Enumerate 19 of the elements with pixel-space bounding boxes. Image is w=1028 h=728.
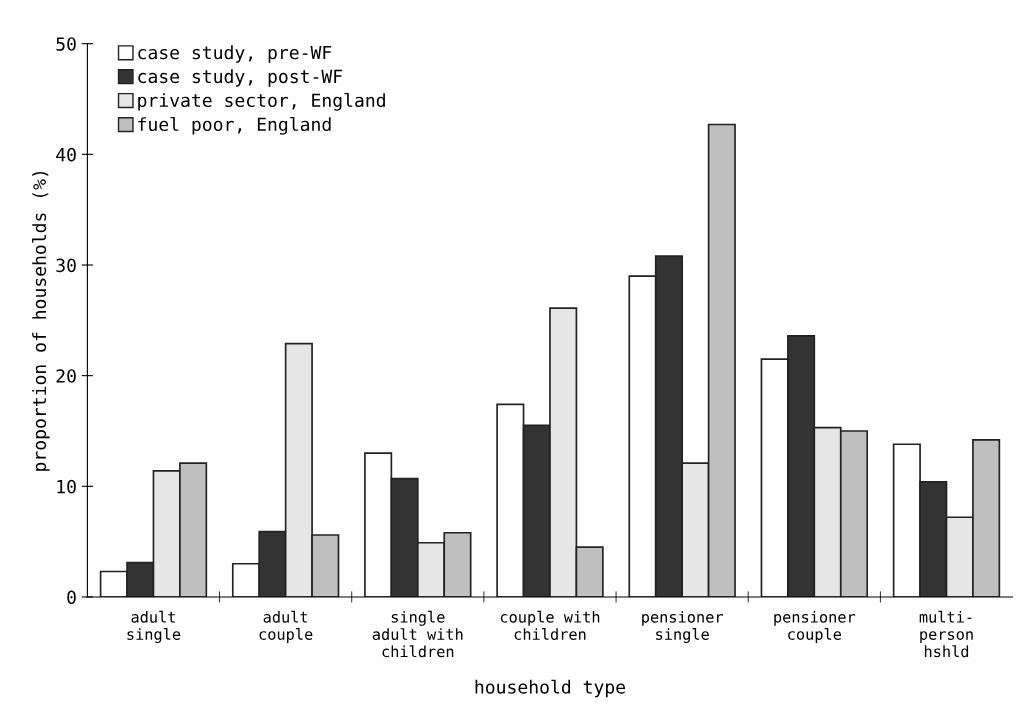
legend-label: private sector, England [138,93,385,111]
legend-label: case study, post-WF [138,69,343,87]
legend-label: case study, pre-WF [138,45,332,63]
x-tick-label: pensioner couple [774,610,856,643]
y-tick-label: 10 [57,479,76,494]
y-tick-label: 40 [56,147,76,162]
y-axis-title: proportion of households (%) [32,171,50,471]
y-tick-label: 0 [67,590,76,605]
x-tick-label: adult couple [259,610,313,643]
x-axis-title: household type [475,679,626,698]
legend-label: fuel poor, England [138,117,331,135]
y-tick-label: 30 [56,258,76,273]
x-tick-label: pensioner single [642,610,723,644]
x-tick-label: multi- person hshld [919,610,973,658]
y-tick-label: 50 [56,37,76,51]
x-tick-label: adult single [127,610,181,644]
x-tick-label: couple with children [500,610,600,640]
x-tick-label: single adult with children [372,610,463,658]
y-tick-label: 20 [56,369,76,383]
